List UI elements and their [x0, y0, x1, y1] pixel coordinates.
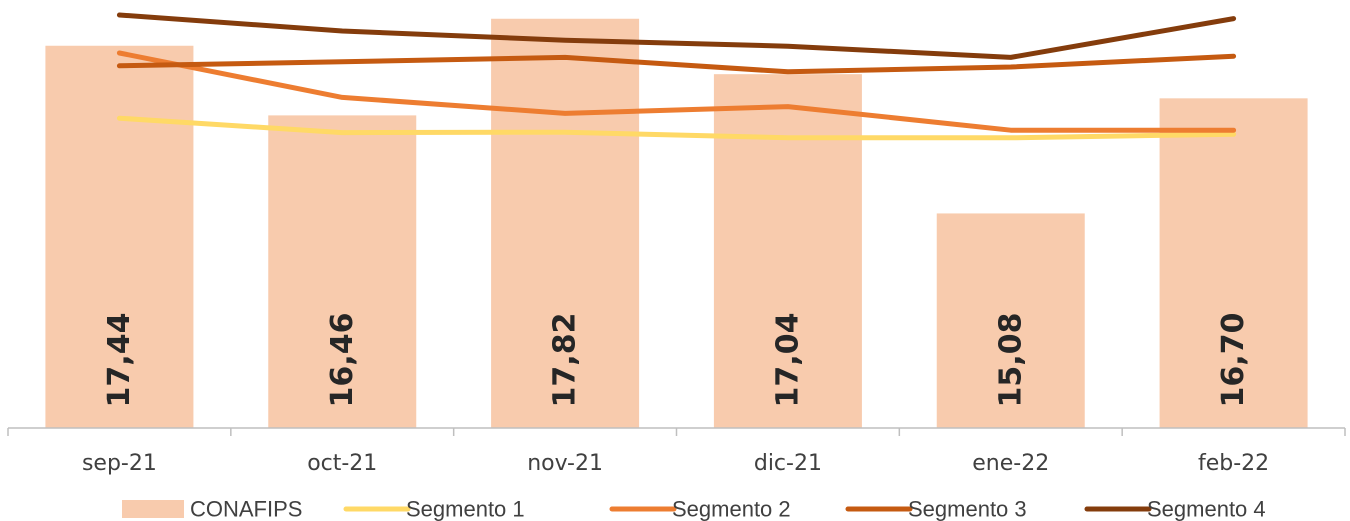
bars: 17,44 16,46 17,82 17,04 15,08 16,70: [45, 18, 1308, 429]
legend-label-conafips: CONAFIPS: [190, 497, 302, 521]
line-segmento-1: [116, 115, 1237, 141]
bar-label-sep-21: 17,44: [102, 313, 137, 408]
bar-label-ene-22: 15,08: [993, 313, 1028, 408]
tick-label-feb-22: feb-22: [1198, 451, 1269, 476]
line-segmento-3: [116, 53, 1237, 75]
lines: [116, 12, 1237, 141]
bar-label-dic-21: 17,04: [770, 313, 805, 408]
bar-label-oct-21: 16,46: [325, 313, 360, 408]
bar-sep-21: [45, 45, 194, 428]
line-segmento-2: [116, 50, 1237, 133]
tick-label-ene-22: ene-22: [972, 451, 1049, 476]
line-segmento-4: [116, 12, 1237, 60]
bar-oct-21: [268, 115, 417, 428]
bar-dic-21: [713, 74, 862, 429]
legend-swatch-conafips: [122, 500, 184, 518]
legend: CONAFIPS Segmento 1 Segmento 2 Segmento 3 Se…: [122, 497, 1266, 521]
tick-label-sep-21: sep-21: [82, 451, 157, 476]
legend-label-segmento-1: Segmento 1: [406, 497, 525, 521]
legend-label-segmento-4: Segmento 4: [1147, 497, 1266, 521]
legend-label-segmento-2: Segmento 2: [672, 497, 791, 521]
bar-label-nov-21: 17,82: [548, 313, 583, 408]
bar-ene-22: [936, 213, 1085, 428]
bar-nov-21: [491, 18, 640, 428]
tick-label-dic-21: dic-21: [754, 451, 822, 476]
legend-label-segmento-3: Segmento 3: [908, 497, 1027, 521]
tick-label-oct-21: oct-21: [307, 451, 377, 476]
bar-label-feb-22: 16,70: [1216, 313, 1251, 408]
tick-label-nov-21: nov-21: [527, 451, 603, 476]
bar-feb-22: [1159, 98, 1308, 428]
x-axis: sep-21 oct-21 nov-21 dic-21 ene-22 feb-22: [7, 427, 1346, 476]
